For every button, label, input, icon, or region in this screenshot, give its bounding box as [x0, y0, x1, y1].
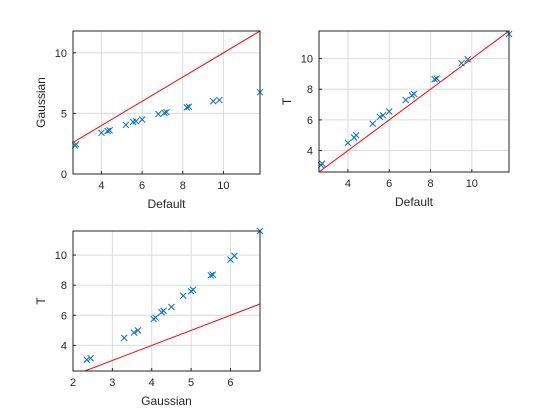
x-tick-label: 4	[345, 178, 351, 190]
data-point-marker	[155, 110, 162, 118]
data-point-marker	[318, 160, 326, 167]
data-point-marker	[379, 111, 387, 119]
x-tick-label: 4	[149, 377, 155, 389]
x-tick-label: 10	[466, 178, 478, 190]
data-point-marker	[352, 131, 360, 139]
y-tick-label: 4	[307, 146, 313, 158]
y-tick-label: 10	[55, 250, 67, 262]
data-point-marker	[179, 292, 187, 300]
data-point-marker	[161, 109, 168, 117]
plot-area	[84, 303, 260, 371]
x-tick-label: 6	[227, 377, 233, 389]
y-tick-label: 4	[61, 340, 67, 352]
x-tick-label: 5	[188, 377, 194, 389]
chart-panel-2: 4 6 8 10 4 6 8 10 Default T	[280, 30, 513, 209]
y-tick-label: 10	[55, 48, 67, 60]
data-point-marker	[168, 303, 175, 311]
data-point-marker	[369, 120, 377, 128]
reference-line	[84, 303, 260, 371]
x-tick-label: 4	[98, 180, 104, 192]
plot-area	[73, 31, 260, 143]
y-tick-label: 8	[61, 280, 67, 292]
x-tick-label: 8	[180, 180, 186, 192]
x-axis-label: Default	[147, 197, 186, 211]
chart-panel-3: 2 3 4 5 6 4 6 8 10 Gaussian T	[34, 227, 264, 408]
data-point-marker	[231, 252, 238, 260]
data-point-marker	[83, 356, 91, 364]
data-point-marker	[138, 116, 146, 123]
chart-panel-1: 4 6 8 10 0 5 10 Default Gaussian	[34, 30, 264, 211]
data-point-marker	[72, 140, 80, 148]
x-tick-label: 2	[70, 377, 76, 389]
data-point-marker	[431, 75, 439, 83]
plot-area	[319, 31, 509, 172]
data-point-marker	[130, 329, 138, 336]
axes-box	[318, 30, 510, 173]
data-point-marker	[209, 271, 217, 279]
data-point-marker	[385, 108, 393, 115]
data-point-marker	[106, 127, 113, 134]
x-tick-label: 6	[386, 178, 392, 190]
y-axis-label: T	[280, 97, 294, 105]
data-point-marker	[122, 121, 130, 129]
y-tick-label: 6	[307, 115, 313, 127]
y-tick-label: 6	[61, 310, 67, 322]
data-point-marker	[120, 334, 128, 342]
x-tick-label: 6	[139, 180, 145, 192]
x-tick-label: 3	[109, 377, 115, 389]
data-point-marker	[344, 139, 352, 147]
data-point-marker	[464, 55, 472, 63]
axes-box	[72, 30, 261, 175]
data-point-marker	[433, 75, 441, 82]
data-point-marker	[215, 96, 223, 104]
x-tick-label: 8	[427, 178, 433, 190]
data-point-marker	[132, 117, 140, 125]
reference-line	[319, 31, 509, 172]
data-point-marker	[134, 327, 142, 334]
data-point-marker	[410, 90, 418, 98]
data-point-marker	[189, 286, 197, 294]
data-point-marker	[402, 96, 410, 104]
axes-box	[72, 230, 261, 372]
y-tick-label: 10	[301, 54, 313, 66]
x-tick-label: 10	[217, 180, 229, 192]
y-tick-label: 8	[307, 84, 313, 96]
data-point-marker	[98, 129, 105, 137]
y-axis-label: T	[34, 297, 48, 305]
y-tick-label: 5	[61, 108, 67, 120]
data-point-marker	[207, 272, 215, 279]
data-point-marker	[104, 127, 111, 135]
x-axis-label: Gaussian	[141, 394, 192, 408]
y-axis-label: Gaussian	[34, 77, 48, 128]
x-axis-label: Default	[395, 195, 434, 209]
data-point-marker	[87, 354, 95, 362]
data-point-marker	[183, 103, 191, 111]
data-point-marker	[160, 307, 167, 315]
data-point-marker	[185, 103, 193, 111]
data-point-marker	[458, 59, 465, 67]
y-tick-label: 0	[61, 169, 67, 181]
data-point-marker	[152, 314, 160, 321]
data-point-marker	[209, 97, 217, 105]
reference-line	[73, 31, 260, 143]
data-point-marker	[163, 108, 170, 116]
